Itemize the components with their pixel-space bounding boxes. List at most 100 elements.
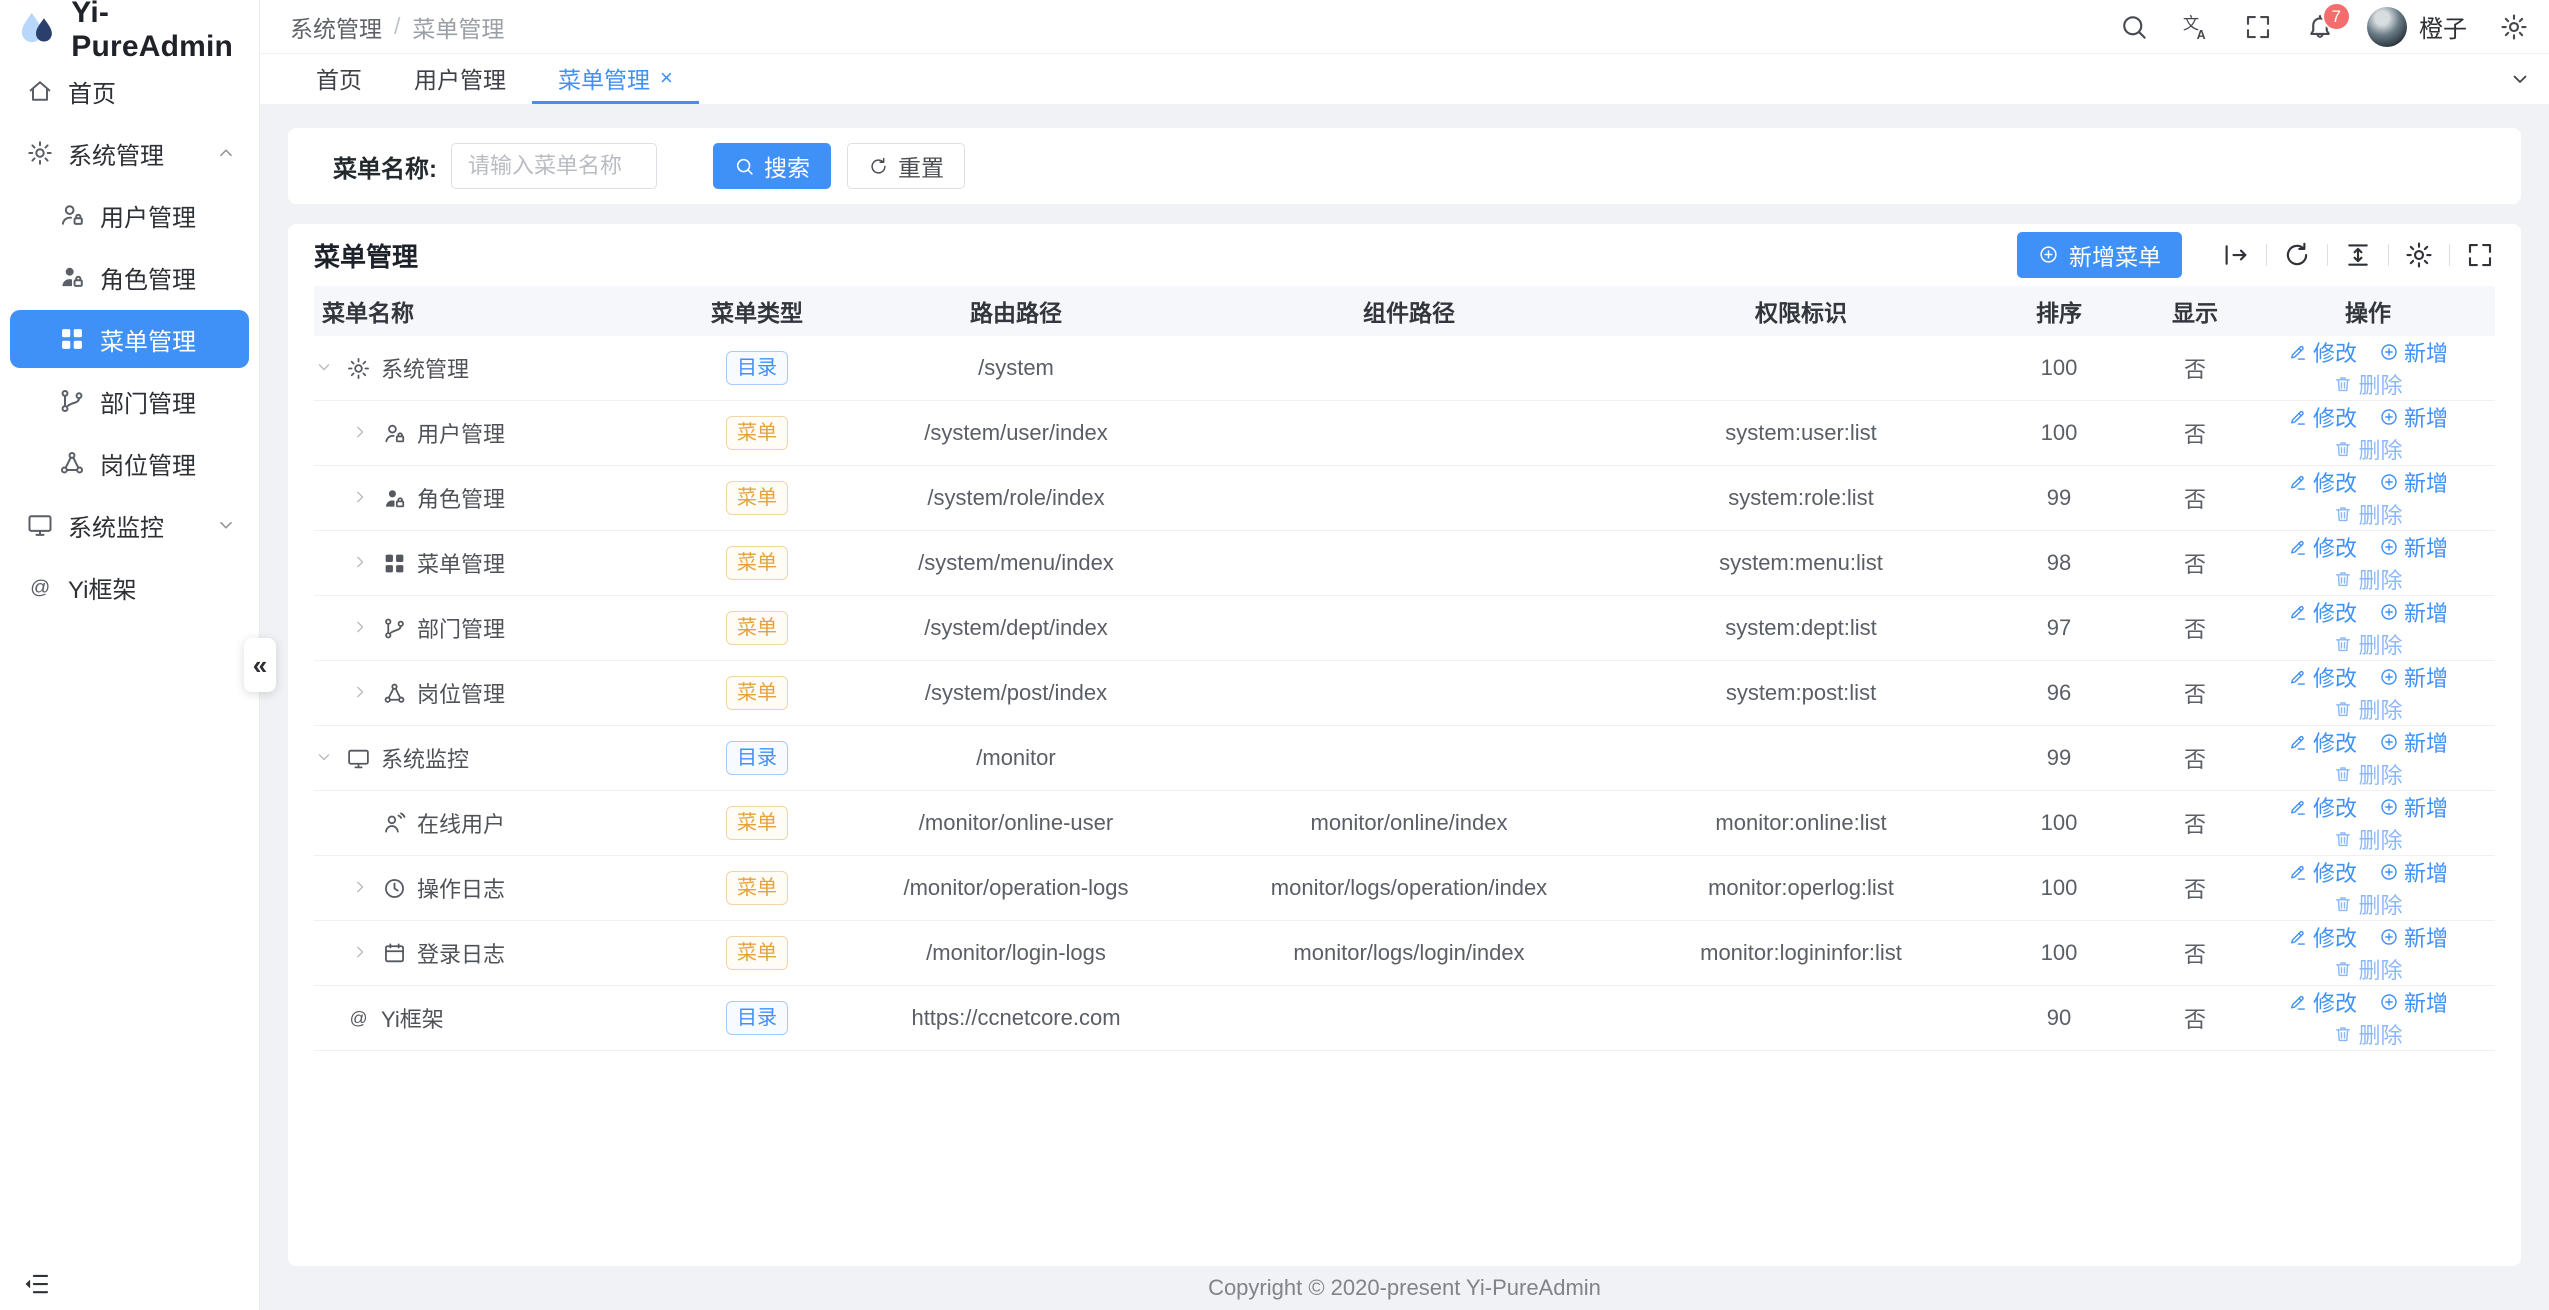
- delete-link[interactable]: 删除: [2333, 368, 2403, 400]
- edit-link[interactable]: 修改: [2288, 596, 2357, 628]
- sidebar-item-系统监控[interactable]: 系统监控: [0, 494, 259, 556]
- fullscreen-icon[interactable]: [2243, 12, 2273, 42]
- edit-link[interactable]: 修改: [2288, 921, 2357, 953]
- edit-link[interactable]: 修改: [2288, 661, 2357, 693]
- edit-link[interactable]: 修改: [2288, 726, 2357, 758]
- circle-plus-icon: [2379, 472, 2399, 492]
- sidebar-item-Yi框架[interactable]: @ Yi框架: [0, 556, 259, 618]
- post-nodes-icon: [382, 681, 407, 706]
- breadcrumb-separator: /: [394, 13, 401, 39]
- sidebar-item-部门管理[interactable]: 部门管理: [0, 370, 259, 432]
- tab-label: 首页: [316, 66, 362, 93]
- permission-key: [1633, 725, 1969, 791]
- user-menu[interactable]: 橙子: [2367, 6, 2467, 47]
- route-path: /system/menu/index: [847, 530, 1185, 596]
- edit-link[interactable]: 修改: [2288, 531, 2357, 563]
- tab-用户管理[interactable]: 用户管理: [388, 54, 532, 104]
- card-header: 菜单管理 新增菜单: [314, 224, 2495, 286]
- add-link[interactable]: 新增: [2379, 921, 2448, 953]
- tab-首页[interactable]: 首页: [290, 54, 388, 104]
- chevron-up-icon: [215, 142, 237, 164]
- tree-toggle-icon[interactable]: [350, 877, 372, 899]
- delete-link[interactable]: 删除: [2333, 758, 2403, 790]
- delete-link[interactable]: 删除: [2333, 888, 2403, 920]
- notifications-button[interactable]: 7: [2305, 1, 2351, 42]
- logo[interactable]: Yi-PureAdmin: [0, 0, 259, 63]
- circle-plus-icon: [2379, 992, 2399, 1012]
- reset-button[interactable]: 重置: [847, 143, 965, 189]
- sidebar-item-用户管理[interactable]: 用户管理: [0, 184, 259, 246]
- add-link[interactable]: 新增: [2379, 791, 2448, 823]
- refresh-icon[interactable]: [2282, 240, 2312, 270]
- tabs-chevron-down-icon[interactable]: [2491, 54, 2549, 104]
- tree-toggle-icon[interactable]: [314, 357, 336, 379]
- search-icon[interactable]: [2119, 12, 2149, 42]
- app-title: Yi-PureAdmin: [71, 0, 234, 63]
- tree-toggle-icon[interactable]: [314, 747, 336, 769]
- search-button[interactable]: 搜索: [713, 143, 831, 189]
- fold-menu-icon[interactable]: [22, 1269, 52, 1299]
- delete-link[interactable]: 删除: [2333, 628, 2403, 660]
- edit-pencil-icon: [2288, 537, 2308, 557]
- sidebar-item-岗位管理[interactable]: 岗位管理: [0, 432, 259, 494]
- sidebar-collapse-button[interactable]: «: [244, 638, 276, 692]
- tree-toggle-icon[interactable]: [350, 552, 372, 574]
- add-link[interactable]: 新增: [2379, 986, 2448, 1018]
- tab-label: 菜单管理: [558, 66, 650, 93]
- sidebar-item-首页[interactable]: 首页: [0, 60, 259, 122]
- add-link[interactable]: 新增: [2379, 661, 2448, 693]
- add-link[interactable]: 新增: [2379, 531, 2448, 563]
- delete-link[interactable]: 删除: [2333, 498, 2403, 530]
- breadcrumb-item[interactable]: 系统管理: [290, 15, 382, 42]
- component-path: [1185, 985, 1633, 1051]
- add-link[interactable]: 新增: [2379, 401, 2448, 433]
- edit-link[interactable]: 修改: [2288, 791, 2357, 823]
- edit-link[interactable]: 修改: [2288, 856, 2357, 888]
- delete-link[interactable]: 删除: [2333, 823, 2403, 855]
- delete-link[interactable]: 删除: [2333, 1018, 2403, 1050]
- settings-icon[interactable]: [2404, 240, 2434, 270]
- tree-toggle-icon[interactable]: [350, 487, 372, 509]
- delete-link[interactable]: 删除: [2333, 563, 2403, 595]
- add-menu-button[interactable]: 新增菜单: [2017, 232, 2182, 278]
- delete-link[interactable]: 删除: [2333, 693, 2403, 725]
- edit-link[interactable]: 修改: [2288, 466, 2357, 498]
- add-link[interactable]: 新增: [2379, 336, 2448, 368]
- home-icon: [26, 77, 54, 105]
- edit-link[interactable]: 修改: [2288, 401, 2357, 433]
- tree-toggle-icon[interactable]: [350, 422, 372, 444]
- menu-name-input[interactable]: [451, 143, 657, 189]
- close-icon[interactable]: ×: [660, 64, 673, 90]
- add-link[interactable]: 新增: [2379, 466, 2448, 498]
- circle-plus-icon: [2379, 537, 2399, 557]
- density-icon[interactable]: [2343, 240, 2373, 270]
- tab-菜单管理[interactable]: 菜单管理 ×: [532, 54, 699, 104]
- sidebar: Yi-PureAdmin 首页 系统管理 用户管理 角色管理菜单管理部门管理 岗位管理系…: [0, 0, 260, 1310]
- sidebar-item-角色管理[interactable]: 角色管理: [0, 246, 259, 308]
- expand-all-icon[interactable]: [2221, 240, 2251, 270]
- tree-toggle-icon[interactable]: [350, 942, 372, 964]
- add-link[interactable]: 新增: [2379, 856, 2448, 888]
- tree-toggle-icon[interactable]: [350, 682, 372, 704]
- sidebar-item-菜单管理[interactable]: 菜单管理: [10, 310, 249, 368]
- edit-link[interactable]: 修改: [2288, 986, 2357, 1018]
- table-row: 部门管理 菜单/system/dept/index system:dept:list…: [314, 595, 2495, 661]
- delete-link[interactable]: 删除: [2333, 953, 2403, 985]
- delete-link[interactable]: 删除: [2333, 433, 2403, 465]
- add-link[interactable]: 新增: [2379, 596, 2448, 628]
- tree-toggle-icon[interactable]: [350, 617, 372, 639]
- settings-gear-icon[interactable]: [2499, 12, 2529, 42]
- visible-flag: 否: [2149, 920, 2241, 986]
- footer-copyright: Copyright © 2020-present Yi-PureAdmin: [1208, 1275, 1601, 1300]
- trash-icon: [2333, 1024, 2353, 1044]
- edit-link[interactable]: 修改: [2288, 336, 2357, 368]
- sort-order: 100: [1969, 920, 2149, 986]
- add-link[interactable]: 新增: [2379, 726, 2448, 758]
- sidebar-item-系统管理[interactable]: 系统管理: [0, 122, 259, 184]
- menu-name: 用户管理: [417, 422, 506, 447]
- permission-key: system:role:list: [1633, 465, 1969, 531]
- sidebar-item-label: 菜单管理: [100, 328, 196, 356]
- fullscreen-icon[interactable]: [2465, 240, 2495, 270]
